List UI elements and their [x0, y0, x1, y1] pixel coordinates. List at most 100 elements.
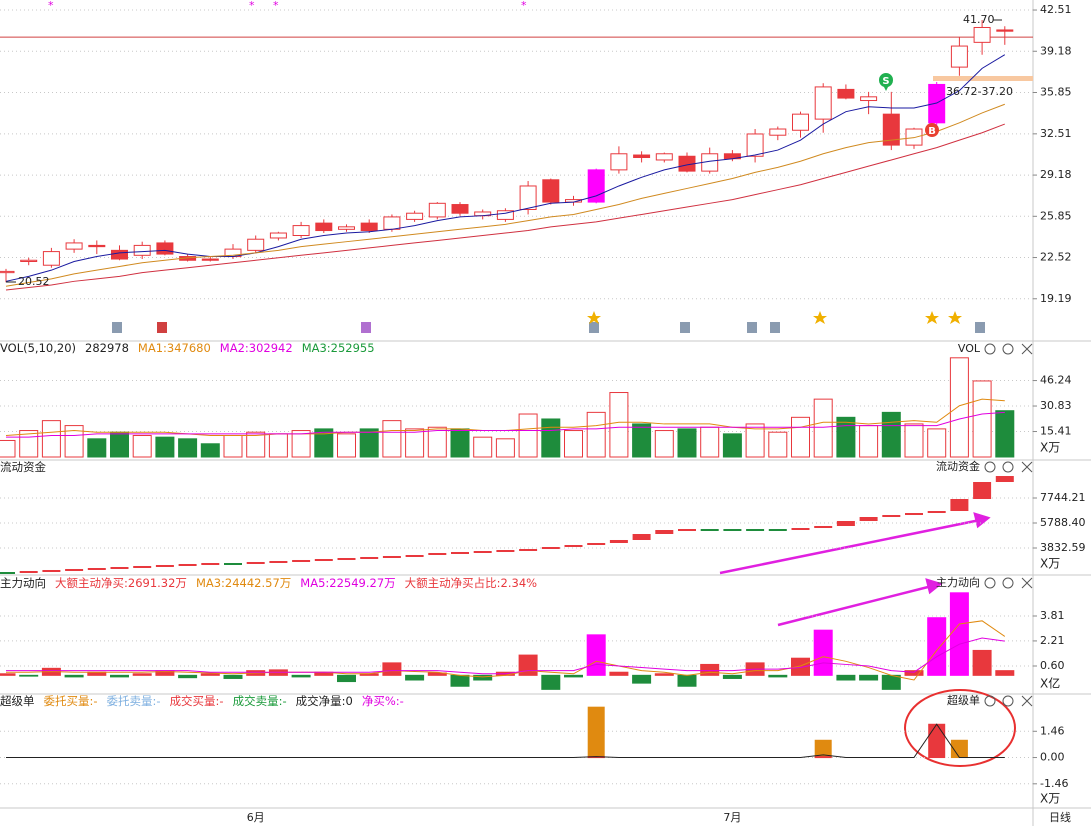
bar: [41, 420, 61, 458]
bar: [495, 438, 515, 458]
bar: [382, 420, 402, 458]
y-tick-label: 15.41: [1040, 425, 1072, 438]
candle-body: [950, 45, 968, 68]
panel-buttons[interactable]: [984, 461, 1033, 473]
bar: [0, 439, 16, 458]
header-item: VOL(5,10,20): [0, 341, 76, 355]
candle-body: [0, 270, 15, 274]
bar: [427, 426, 447, 458]
cost-band: [933, 76, 1033, 81]
panel-buttons[interactable]: [984, 343, 1033, 355]
x-tick-label: 7月: [723, 811, 741, 824]
bar: [700, 426, 720, 458]
bar: [291, 430, 311, 458]
bar: [586, 411, 606, 458]
settings-button: [984, 695, 996, 707]
bar: [949, 357, 969, 458]
bar: [200, 443, 220, 458]
flow-bar: [42, 569, 61, 572]
candle-body: [383, 216, 401, 230]
candle-body: [133, 244, 151, 256]
signal-markers: * * * *: [48, 0, 527, 12]
header-item: 委托卖量:-: [106, 694, 161, 708]
bar: [110, 674, 129, 678]
bar: [995, 670, 1015, 676]
panel-buttons[interactable]: [984, 695, 1033, 707]
candle-body: [201, 258, 219, 261]
y-tick-label: 2.21: [1040, 634, 1065, 647]
bar: [745, 423, 765, 458]
panel-header: 主力动向 大额主动净买:2691.32万 MA3:24442.57万 MA5:2254…: [0, 575, 537, 591]
candle-body: [428, 202, 446, 218]
panel-title: 主力动向: [936, 575, 980, 589]
bar: [632, 674, 652, 684]
flow-bar: [678, 529, 696, 532]
flow-bar: [405, 555, 424, 558]
svg-text:*: *: [521, 0, 527, 12]
bar: [813, 629, 833, 676]
candle-body: [111, 249, 128, 260]
bar: [405, 674, 425, 681]
header-item: 超级单: [0, 694, 35, 708]
candle-body: [973, 26, 991, 43]
svg-text:*: *: [48, 0, 54, 12]
candle-body: [633, 154, 651, 158]
bar: [881, 674, 901, 690]
bar: [450, 428, 470, 458]
candle-body: [360, 222, 378, 232]
high-label: 41.70: [963, 13, 995, 26]
flow-bar: [950, 499, 969, 512]
panel-title: VOL: [958, 342, 981, 355]
bar: [132, 673, 152, 676]
bar: [19, 674, 39, 677]
flow-bar: [473, 550, 492, 553]
candle-body: [519, 185, 537, 210]
flow-bar: [519, 548, 538, 551]
bar: [110, 431, 129, 458]
help-button: [1002, 461, 1014, 473]
y-tick-label: 22.52: [1040, 251, 1072, 264]
bar: [881, 411, 901, 458]
svg-text:*: *: [249, 0, 255, 12]
indicator-line: [6, 620, 1006, 681]
flow-bar: [133, 565, 152, 568]
candle-body: [88, 244, 106, 248]
candle-body: [496, 210, 514, 220]
bar: [972, 380, 992, 458]
period-label: 日线: [1049, 810, 1071, 824]
bar: [995, 410, 1015, 458]
bar: [654, 673, 674, 676]
flow-bar: [632, 534, 651, 540]
buy-badge: [925, 123, 939, 137]
panel-buttons[interactable]: [984, 577, 1033, 589]
header-item: MA5:22549.27万: [300, 576, 396, 590]
sell-signal: S: [882, 76, 889, 87]
candle-body: [928, 83, 946, 124]
candle-body: [746, 133, 764, 157]
indicator-line: [5, 123, 1005, 291]
panel-header: 超级单 委托买量:- 委托卖量:- 成交买量:- 成交卖量:- 成交净量:0 净买%:-: [0, 693, 404, 709]
flow-bar: [541, 546, 560, 549]
flow-bar: [65, 568, 84, 571]
bar: [132, 435, 152, 458]
bar: [337, 674, 356, 683]
flow-bar: [655, 529, 674, 535]
bar: [427, 672, 447, 676]
flow-bar: [496, 550, 515, 553]
bar: [541, 674, 561, 690]
bar: [859, 674, 879, 681]
unit-label: X万: [1040, 441, 1060, 455]
indicator-line: [6, 723, 1005, 759]
help-button: [1002, 695, 1014, 707]
highlight-circle: [904, 689, 1016, 767]
bar: [722, 433, 742, 458]
bar: [0, 673, 16, 676]
close-button: [1021, 343, 1033, 355]
bar: [314, 428, 334, 458]
header-item: 大额主动净买占比:2.34%: [404, 576, 538, 590]
bar: [768, 674, 788, 678]
flow-bar: [0, 572, 15, 574]
bar: [813, 398, 833, 458]
y-tick-label: 35.85: [1040, 85, 1072, 98]
